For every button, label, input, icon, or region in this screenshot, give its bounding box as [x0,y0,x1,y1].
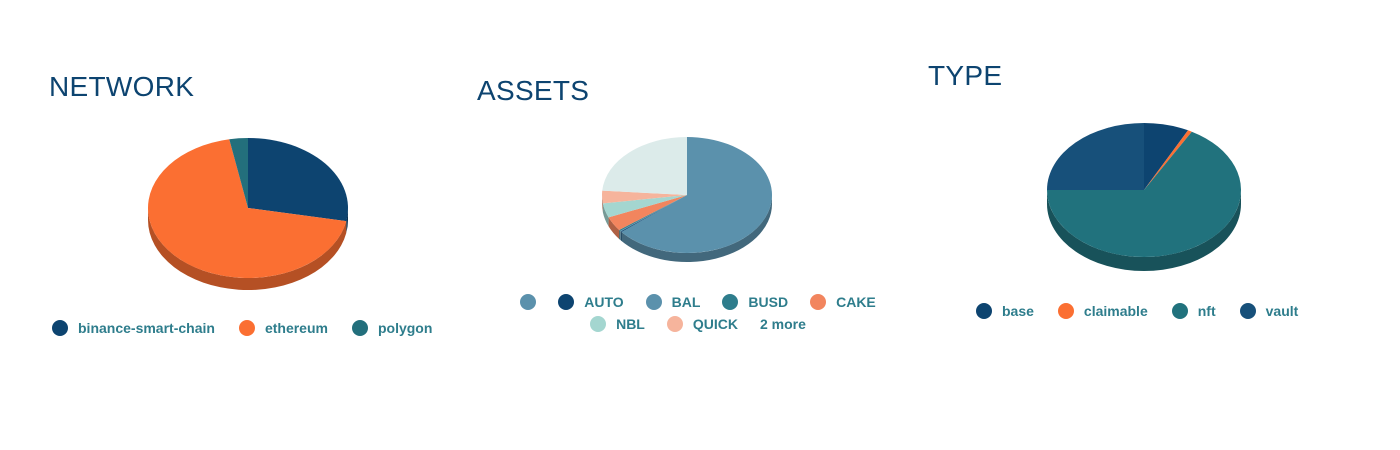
legend-swatch-icon [722,294,739,310]
legend-swatch-icon [976,303,992,319]
legend-label: CAKE [836,294,876,310]
assets-pie-side-BAL [620,230,621,241]
legend-label: binance-smart-chain [78,320,215,336]
legend-swatch-icon [1171,303,1188,319]
network-pie-side [148,208,348,290]
legend-item[interactable] [520,294,537,310]
legend-swatch-icon [590,316,607,332]
legend-label: base [1002,303,1034,319]
legend-item[interactable]: binance-smart-chain [52,320,215,336]
type-pie-side-nft [1047,190,1241,271]
legend-label: vault [1265,303,1299,319]
legend-item[interactable]: ethereum [238,320,328,336]
legend-swatch-icon [238,320,255,336]
legend-label: BUSD [748,294,789,310]
legend-label: nft [1197,303,1216,319]
legend-item[interactable]: BUSD [722,294,788,310]
assets-pie-slice-BUSD[interactable] [619,195,687,231]
legend-item[interactable]: QUICK [666,316,738,332]
legend-swatch-icon [351,320,368,336]
assets-pie-slice-unlabeled[interactable] [621,137,772,253]
type-pie-chart [1047,123,1241,271]
legend-item[interactable]: CAKE [810,294,876,310]
assets-pie-chart [602,137,772,262]
legend-item[interactable]: base [976,303,1034,319]
assets-legend: AUTO BAL BUSD CAKE NBL QUICK 2 more [498,294,898,332]
legend-more-link[interactable]: 2 more [759,316,806,332]
network-pie-chart [148,138,348,290]
legend-swatch-icon [1239,303,1256,319]
assets-pie-slice-2-more[interactable] [602,137,687,195]
assets-pie-side [602,195,772,262]
type-pie-slice-nft[interactable] [1047,131,1241,257]
legend-item[interactable]: BAL [645,294,701,310]
assets-pie-side-NBL [602,203,609,227]
legend-swatch-icon [645,294,662,310]
legend-label: claimable [1083,303,1148,319]
network-pie-slice-ethereum[interactable] [148,139,347,278]
assets-pie-slice-CAKE[interactable] [608,195,687,230]
legend-label: QUICK [692,316,738,332]
network-chart-title: NETWORK [49,71,195,102]
network-pie-slice-polygon[interactable] [229,138,248,208]
legend-label: NBL [616,316,645,332]
legend-swatch-icon [1057,303,1074,319]
assets-pie-slice-AUTO[interactable] [620,195,687,232]
legend-swatch-icon [666,316,683,332]
legend-item[interactable]: AUTO [558,294,624,310]
legend-label: polygon [377,320,433,336]
assets-chart-title: ASSETS [477,75,590,106]
network-pie-side-ethereum [148,208,347,290]
assets-pie-side-AUTO [620,231,622,241]
network-legend: binance-smart-chain ethereum polygon [52,320,472,336]
legend-swatch-icon [558,294,575,310]
legend-label: AUTO [584,294,624,310]
legend-label: ethereum [264,320,328,336]
type-pie-side [1047,190,1241,271]
legend-swatch-icon [52,320,68,336]
legend-item[interactable]: polygon [351,320,433,336]
assets-pie-side-unlabeled [621,195,772,262]
legend-item[interactable]: vault [1239,303,1299,319]
type-pie-slice-base[interactable] [1144,123,1189,190]
legend-label: BAL [671,294,701,310]
assets-pie-side-QUICK [602,195,603,213]
assets-pie-side-CAKE [608,217,620,239]
legend-item[interactable]: NBL [590,316,645,332]
assets-pie-slice-BAL[interactable] [620,195,687,232]
network-pie-side-binance-smart-chain [346,208,348,234]
legend-swatch-icon [810,294,827,310]
legend-swatch-icon [520,294,537,310]
type-legend: base claimable nft vault [976,303,1356,319]
legend-item[interactable]: claimable [1057,303,1148,319]
type-chart-title: TYPE [928,60,1003,91]
legend-item[interactable]: nft [1171,303,1216,319]
type-pie-slice-vault[interactable] [1047,123,1144,190]
assets-pie-slice-QUICK[interactable] [602,190,687,204]
network-pie-slice-binance-smart-chain[interactable] [248,138,348,222]
type-pie-slice-claimable[interactable] [1144,130,1192,190]
assets-pie-slice-NBL[interactable] [602,195,687,218]
assets-pie-side-BUSD [619,229,621,240]
